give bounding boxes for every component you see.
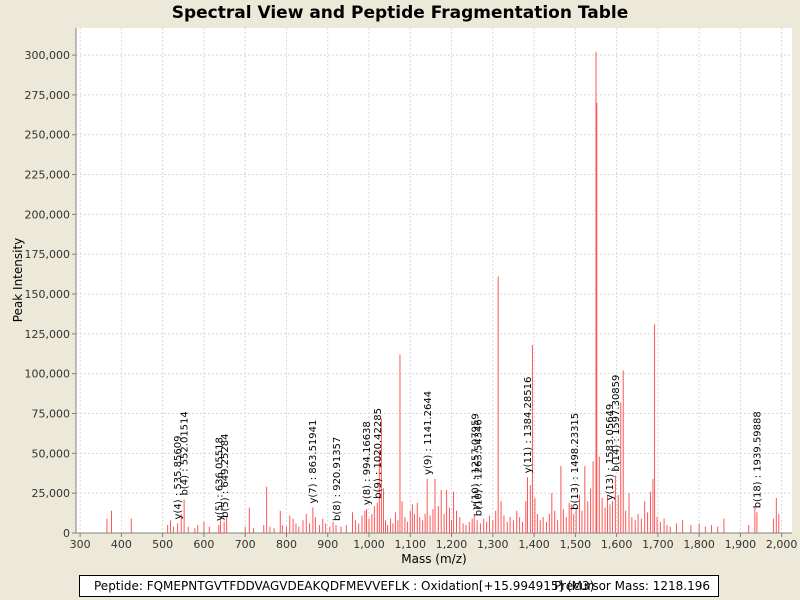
y-tick-label: 250,000 [25,129,71,142]
peak-annotation: b(9) : 1020.42285 [373,408,384,499]
y-tick-label: 175,000 [25,248,71,261]
x-tick-label: 800 [276,538,297,551]
peak-annotation: y(5) : 636.05518 [214,437,225,521]
plot-area [76,28,792,533]
x-tick-label: 2,000 [766,538,798,551]
y-tick-label: 200,000 [25,208,71,221]
x-tick-label: 500 [152,538,173,551]
peak-annotation: b(5) : 649.25284 [220,434,231,518]
y-tick-label: 125,000 [25,328,71,341]
y-tick-label: 225,000 [25,169,71,182]
peak-annotation: y(9) : 1141.2644 [423,391,434,475]
peak-annotation: y(11) : 1384.28516 [523,377,534,474]
x-tick-label: 900 [317,538,338,551]
x-axis-ticks: 300 400 500 600 700 800 900 1,000 1,100 1,200 1,30… [70,533,798,551]
x-tick-label: 300 [70,538,91,551]
x-tick-label: 1,100 [395,538,427,551]
y-tick-label: 75,000 [32,408,71,421]
y-axis-label: Peak Intensity [11,238,25,323]
y-tick-label: 0 [63,527,70,540]
x-tick-label: 700 [235,538,256,551]
x-tick-label: 1,500 [560,538,592,551]
x-tick-label: 1,700 [642,538,674,551]
x-tick-label: 1,400 [518,538,550,551]
x-tick-label: 600 [193,538,214,551]
peptide-info-box: Peptide: FQMEPNTGVTFDDVAGVDEAKQDFMEVVEFL… [79,575,719,597]
y-tick-label: 150,000 [25,288,71,301]
x-tick-label: 1,200 [436,538,468,551]
chart-title: Spectral View and Peptide Fragmentation … [171,3,629,23]
peak-annotation: b(8) : 920.91357 [332,437,343,521]
peak-annotation: y(7) : 863.51941 [308,420,319,504]
peptide-label: Peptide: FQMEPNTGVTFDDVAGVDEAKQDFMEVVEFL… [94,579,595,593]
x-axis-label: Mass (m/z) [401,552,466,566]
peak-annotation: b(4) : 552.01514 [180,411,191,495]
y-axis-ticks: 0 25,000 50,000 75,000 100,000 125,000 150,000… [25,49,76,540]
x-tick-label: 1,300 [477,538,509,551]
peak-annotation: b(18) : 1939.59888 [752,411,763,508]
peak-annotation: b(13) : 1498.23315 [570,413,581,510]
peak-annotation: b(10) : 1263.54346 [473,419,484,516]
peak-annotation: b(14) : 1597.30859 [611,375,622,472]
peak-annotation: y(4) : 535.85609 [173,436,184,520]
peak-annotation: y(13) : 1583.05649 [605,404,616,501]
x-tick-label: 1,000 [353,538,385,551]
y-tick-label: 300,000 [25,49,71,62]
x-tick-label: 1,800 [683,538,715,551]
y-tick-label: 50,000 [32,447,71,460]
x-tick-label: 1,600 [601,538,633,551]
x-tick-label: 400 [111,538,132,551]
y-tick-label: 275,000 [25,89,71,102]
x-tick-label: 1,900 [725,538,757,551]
peak-annotation: y(10) : 1257.07959 [471,413,482,510]
peak-annotation: y(8) : 994.16638 [362,421,373,505]
y-tick-label: 25,000 [32,487,71,500]
peaks [106,51,780,533]
y-tick-label: 100,000 [25,368,71,381]
precursor-mass-label: Precursor Mass: 1218.196 [554,579,710,593]
